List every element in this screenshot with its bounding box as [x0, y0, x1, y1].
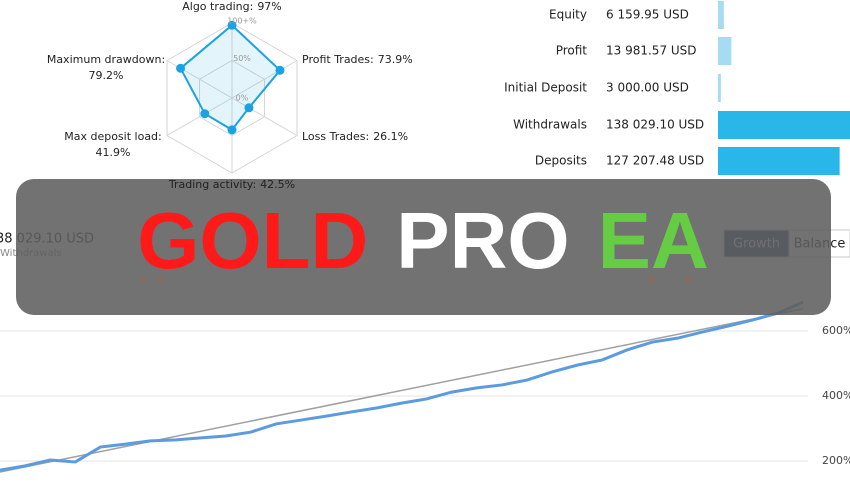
marker: [156, 277, 164, 284]
summary-label: Withdrawals: [513, 118, 587, 132]
radar-tick-label: 0%: [236, 94, 249, 103]
y-tick-label: 400%: [822, 389, 850, 402]
radar-point: [275, 65, 285, 75]
radar-spoke: [231, 60, 298, 99]
banner-word: PRO: [396, 196, 569, 285]
trend-line: [0, 308, 804, 473]
radar-label: Trading activity: 42.5%: [168, 178, 295, 191]
radar-label-value: 42.5%: [260, 178, 295, 191]
summary-value: 127 207.48 USD: [606, 154, 704, 168]
radar-label-value: 26.1%: [373, 130, 408, 143]
summary-bar: [718, 37, 732, 65]
banner-word: GOLD: [137, 196, 368, 285]
summary-label: Equity: [549, 8, 587, 22]
summary-value: 6 159.95 USD: [606, 8, 689, 22]
radar-label: Algo trading: 97%: [182, 0, 282, 13]
radar-label-value: 73.9%: [378, 53, 413, 66]
radar-point: [200, 109, 210, 119]
summary-value: 13 981.57 USD: [606, 44, 697, 58]
radar-label-name: Algo trading:: [182, 0, 253, 13]
summary-label: Deposits: [535, 154, 587, 168]
marker: [139, 277, 147, 284]
radar-value: 79.2%: [89, 69, 124, 82]
radar-label: Max deposit load:: [64, 130, 162, 143]
y-tick-label: 200%: [822, 454, 850, 467]
radar-labels: Algo trading: 97% Profit Trades: 73.9% Loss …: [47, 0, 413, 191]
radar-label: Loss Trades: 26.1%: [302, 130, 408, 143]
summary-value: 3 000.00 USD: [606, 81, 689, 95]
growth-line: [0, 300, 804, 472]
summary-bar: [718, 147, 840, 175]
growth-chart: 200% 400% 600%: [0, 300, 850, 473]
summary-bar: [718, 1, 724, 29]
radar-value: 41.9%: [96, 146, 131, 159]
radar-tick-label: 100+%: [227, 17, 257, 26]
radar-spoke: [231, 97, 298, 136]
radar-label: Maximum drawdown:: [47, 53, 165, 66]
summary-bar: [718, 111, 850, 139]
summary-label: Profit: [556, 44, 588, 58]
radar-label-name: Trading activity:: [168, 178, 256, 191]
summary-value: 138 029.10 USD: [606, 118, 704, 132]
marker: [684, 277, 692, 284]
radar-point: [227, 20, 237, 30]
radar-label: Profit Trades: 73.9%: [302, 53, 413, 66]
radar-point: [176, 63, 186, 73]
banner: [16, 179, 831, 315]
radar-tick-label: 50%: [233, 54, 251, 63]
radar-area: [179, 23, 282, 132]
marker: [648, 277, 656, 284]
markers: [139, 277, 692, 284]
summary-label: Initial Deposit: [504, 81, 587, 95]
radar-label-name: Profit Trades:: [302, 53, 374, 66]
banner-word: EA: [598, 196, 709, 285]
summary-bar: [718, 74, 721, 102]
radar-label-name: Loss Trades:: [302, 130, 369, 143]
radar-spoke: [166, 97, 233, 136]
radar-chart: 100+% 50% 0%: [166, 17, 298, 174]
y-tick-label: 600%: [822, 324, 850, 337]
radar-point: [244, 103, 254, 113]
radar-label-value: 97%: [257, 0, 281, 13]
radar-point: [227, 125, 237, 135]
summary-bars: Equity 6 159.95 USD Profit 13 981.57 USD Ini…: [504, 1, 850, 175]
banner-title: GOLD PRO EA: [137, 196, 709, 285]
